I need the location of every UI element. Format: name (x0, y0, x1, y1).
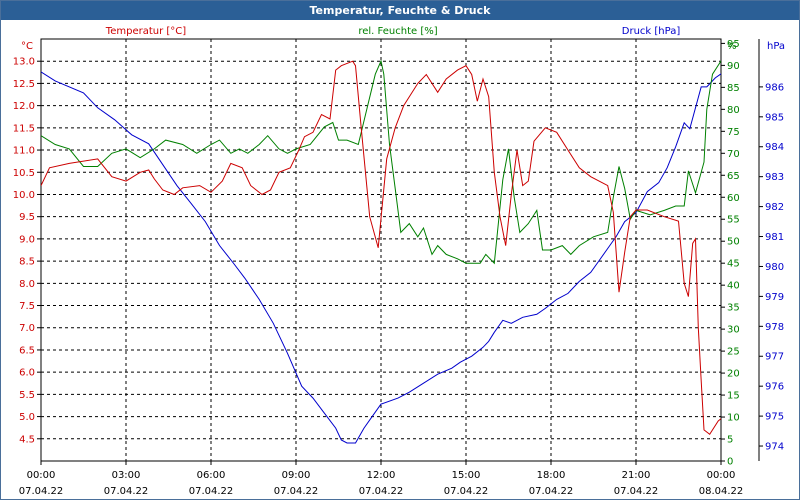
humidity-tick-label: 40 (727, 281, 740, 292)
pressure-tick-label: 974 (765, 442, 784, 453)
humidity-unit-label: % (727, 41, 737, 52)
pressure-tick-label: 982 (765, 202, 784, 213)
temperature-tick-label: 11.5 (13, 123, 35, 134)
temperature-tick-label: 8.5 (19, 257, 35, 268)
x-axis-ticks: 00:00 07.04.22 03:00 07.04.22 06:00 07.04.22 0… (19, 461, 744, 497)
grid-lines (41, 39, 721, 461)
x-tick-date: 07.04.22 (189, 486, 234, 497)
humidity-tick-label: 55 (727, 215, 740, 226)
legend-humidity: rel. Feuchte [%] (358, 26, 437, 37)
x-tick-time: 06:00 (197, 470, 226, 481)
x-tick-date: 07.04.22 (444, 486, 489, 497)
x-tick-time: 00:00 (27, 470, 56, 481)
pressure-tick-label: 979 (765, 292, 784, 303)
temperature-tick-label: 11.0 (13, 146, 35, 157)
x-tick-date: 07.04.22 (104, 486, 149, 497)
humidity-tick-label: 85 (727, 83, 740, 94)
x-tick-date: 07.04.22 (529, 486, 574, 497)
pressure-tick-label: 985 (765, 112, 784, 123)
humidity-tick-label: 10 (727, 413, 740, 424)
humidity-tick-label: 60 (727, 193, 740, 204)
temperature-tick-label: 7.0 (19, 323, 35, 334)
humidity-tick-label: 20 (727, 369, 740, 380)
temperature-tick-label: 5.5 (19, 390, 35, 401)
humidity-series-line (41, 59, 721, 265)
x-tick-time: 18:00 (537, 470, 566, 481)
humidity-tick-label: 25 (727, 347, 740, 358)
temperature-tick-label: 13.0 (13, 57, 35, 68)
humidity-tick-label: 5 (727, 435, 733, 446)
x-tick-date: 07.04.22 (19, 486, 64, 497)
humidity-ticks: 0 5 10 15 20 25 30 35 40 45 50 55 60 65 70 75 80 85 90 95 (720, 39, 740, 468)
temperature-tick-label: 12.5 (13, 79, 35, 90)
humidity-tick-label: 30 (727, 325, 740, 336)
x-tick-time: 12:00 (367, 470, 396, 481)
pressure-tick-label: 975 (765, 412, 784, 423)
pressure-tick-label: 983 (765, 172, 784, 183)
pressure-tick-label: 976 (765, 382, 784, 393)
pressure-tick-label: 984 (765, 142, 784, 153)
x-tick-date: 07.04.22 (614, 486, 659, 497)
temperature-tick-label: 12.0 (13, 101, 35, 112)
temperature-series-line (41, 60, 721, 436)
x-tick-time: 03:00 (112, 470, 141, 481)
pressure-tick-label: 981 (765, 232, 784, 243)
series-layer (41, 59, 721, 444)
temperature-tick-label: 8.0 (19, 279, 35, 290)
x-tick-date: 07.04.22 (274, 486, 319, 497)
window-title: Temperatur, Feuchte & Druck (1, 1, 799, 20)
x-tick-time: 21:00 (622, 470, 651, 481)
temperature-tick-label: 9.0 (19, 234, 35, 245)
humidity-tick-label: 45 (727, 259, 740, 270)
humidity-tick-label: 50 (727, 237, 740, 248)
pressure-tick-label: 978 (765, 322, 784, 333)
temperature-tick-label: 6.0 (19, 368, 35, 379)
pressure-unit-label: hPa (767, 41, 785, 52)
pressure-tick-label: 980 (765, 262, 784, 273)
humidity-tick-label: 95 (727, 39, 740, 50)
humidity-tick-label: 65 (727, 171, 740, 182)
temperature-unit-label: °C (21, 41, 33, 52)
humidity-tick-label: 35 (727, 303, 740, 314)
humidity-tick-label: 90 (727, 61, 740, 72)
x-tick-date: 08.04.22 (699, 486, 744, 497)
temperature-tick-label: 6.5 (19, 345, 35, 356)
temperature-tick-label: 10.5 (13, 168, 35, 179)
x-tick-date: 07.04.22 (359, 486, 404, 497)
humidity-tick-label: 0 (727, 457, 733, 468)
temperature-tick-label: 10.0 (13, 190, 35, 201)
humidity-tick-label: 75 (727, 127, 740, 138)
pressure-tick-label: 977 (765, 352, 784, 363)
humidity-tick-label: 80 (727, 105, 740, 116)
pressure-tick-label: 986 (765, 82, 784, 93)
humidity-tick-label: 70 (727, 149, 740, 160)
humidity-tick-label: 15 (727, 391, 740, 402)
temperature-tick-label: 5.0 (19, 412, 35, 423)
x-tick-time: 15:00 (452, 470, 481, 481)
pressure-series-line (41, 71, 721, 444)
legend-pressure: Druck [hPa] (622, 26, 681, 37)
x-tick-time: 09:00 (282, 470, 311, 481)
x-tick-time: 00:00 (707, 470, 736, 481)
legend-temperature: Temperatur [°C] (105, 26, 186, 37)
temperature-ticks: 4.5 5.0 5.5 6.0 6.5 7.0 7.5 8.0 8.5 9.0 9.5 10.0 10.… (13, 57, 41, 445)
temperature-tick-label: 9.5 (19, 212, 35, 223)
temperature-tick-label: 4.5 (19, 434, 35, 445)
temperature-tick-label: 7.5 (19, 301, 35, 312)
pressure-ticks: 974 975 976 977 978 979 980 981 982 983 984 985 986 (758, 39, 784, 461)
